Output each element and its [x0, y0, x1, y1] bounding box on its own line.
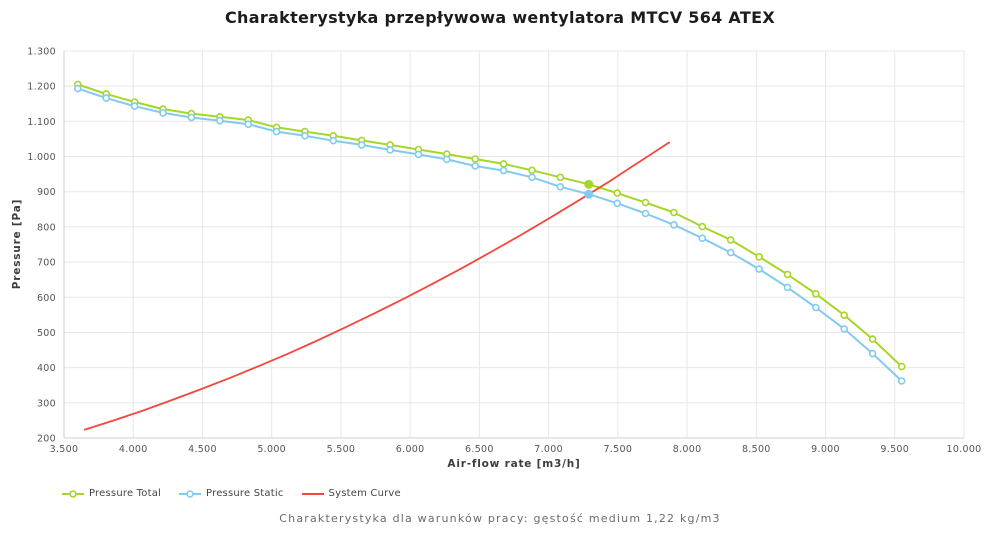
fan-curve-chart: 200 300 400 500 600 700 800 900 1.000 1.100 1.200 1… — [11, 47, 981, 471]
x-tick-label: 6.000 — [396, 444, 425, 455]
legend-circle — [69, 489, 77, 498]
series-marker-pressure-total[interactable] — [556, 173, 565, 182]
chart-title: Charakterystyka przepływowa wentylatora … — [225, 8, 775, 27]
y-tick-label: 1.000 — [27, 152, 56, 163]
series-marker-pressure-static[interactable] — [499, 166, 508, 175]
axis-layer: 200 300 400 500 600 700 800 900 1.000 1.100 1.200 1… — [27, 47, 981, 456]
legend-item-pressure-total[interactable]: Pressure Total — [62, 488, 161, 499]
series-marker-pressure-static[interactable] — [74, 84, 82, 93]
legend-item-label: Pressure Total — [89, 488, 162, 499]
series-marker-pressure-static[interactable] — [159, 109, 167, 117]
legend-marker-icon — [62, 489, 84, 498]
series-marker-pressure-total[interactable] — [528, 166, 536, 175]
y-axis-label: Pressure [Pa] — [11, 199, 23, 289]
x-tick-label: 9.500 — [880, 444, 909, 455]
series-line-system-curve — [83, 141, 670, 431]
series-marker-pressure-static[interactable] — [102, 94, 110, 102]
chart-legend: Pressure Total Pressure Static System Curv… — [62, 488, 401, 499]
x-tick-label: 9.000 — [811, 444, 840, 455]
series-marker-pressure-total[interactable] — [783, 270, 792, 279]
series-marker-pressure-static[interactable] — [329, 136, 338, 145]
series-marker-pressure-total[interactable] — [499, 160, 508, 168]
series-line-pressure-total — [76, 83, 903, 368]
series-marker-pressure-static[interactable] — [272, 127, 281, 136]
y-tick-label: 800 — [37, 222, 56, 233]
series-marker-pressure-total[interactable] — [613, 189, 622, 197]
legend-item-system-curve[interactable]: System Curve — [301, 488, 401, 499]
y-tick-label: 400 — [37, 363, 56, 374]
series-marker-pressure-static[interactable] — [301, 132, 309, 140]
series-marker-pressure-total[interactable] — [641, 198, 650, 207]
y-tick-label: 700 — [37, 258, 56, 269]
operating-conditions-note: Charakterystyka dla warunków pracy: gęst… — [279, 512, 721, 525]
series-marker-pressure-total[interactable] — [755, 252, 763, 261]
x-tick-label: 8.500 — [742, 444, 771, 455]
series-marker-pressure-static[interactable] — [556, 183, 565, 191]
series-marker-pressure-static[interactable] — [840, 325, 849, 333]
x-tick-label: 8.000 — [673, 444, 702, 455]
series-marker-pressure-static[interactable] — [783, 283, 792, 292]
series-marker-pressure-static[interactable] — [641, 209, 650, 218]
y-tick-label: 1.200 — [27, 82, 56, 93]
series-marker-pressure-static[interactable] — [755, 265, 763, 273]
series-marker-pressure-static[interactable] — [442, 155, 451, 164]
legend-marker-icon — [301, 492, 324, 495]
series-marker-pressure-static[interactable] — [528, 173, 536, 182]
operating-point-total[interactable] — [584, 179, 594, 189]
series-marker-pressure-static[interactable] — [670, 221, 678, 229]
series-marker-pressure-static[interactable] — [698, 234, 707, 242]
x-tick-label: 10.000 — [946, 444, 981, 455]
legend-item-label: System Curve — [328, 488, 401, 499]
x-tick-label: 7.000 — [534, 444, 563, 455]
series-marker-pressure-static[interactable] — [613, 199, 622, 208]
x-tick-label: 6.500 — [465, 444, 494, 455]
series-layer — [74, 80, 906, 431]
series-marker-pressure-total[interactable] — [811, 289, 820, 298]
series-line-pressure-static — [76, 87, 903, 382]
x-axis-label: Air-flow rate [m3/h] — [447, 458, 580, 470]
x-tick-label: 7.500 — [603, 444, 632, 455]
series-marker-pressure-static[interactable] — [811, 303, 820, 312]
series-marker-pressure-static[interactable] — [726, 248, 735, 257]
legend-marker-icon — [179, 489, 202, 498]
x-tick-label: 3.500 — [50, 444, 79, 455]
series-marker-pressure-static[interactable] — [187, 113, 196, 122]
x-tick-label: 5.000 — [257, 444, 286, 455]
series-marker-pressure-total[interactable] — [726, 236, 735, 244]
series-marker-pressure-total[interactable] — [670, 208, 678, 217]
x-tick-label: 4.000 — [119, 444, 148, 455]
series-marker-pressure-static[interactable] — [244, 120, 252, 128]
series-marker-pressure-total[interactable] — [897, 362, 906, 371]
y-tick-label: 500 — [37, 328, 56, 339]
y-tick-label: 300 — [37, 398, 56, 409]
operating-point-static[interactable] — [584, 189, 594, 199]
series-marker-pressure-static[interactable] — [357, 141, 366, 149]
series-marker-pressure-total[interactable] — [698, 222, 707, 231]
y-tick-label: 900 — [37, 187, 56, 198]
series-marker-pressure-static[interactable] — [130, 102, 139, 110]
x-tick-label: 4.500 — [188, 444, 217, 455]
y-tick-label: 1.100 — [27, 117, 56, 128]
series-marker-pressure-total[interactable] — [471, 155, 480, 163]
grid-layer — [63, 50, 965, 439]
series-marker-pressure-total[interactable] — [840, 311, 849, 320]
x-tick-label: 5.500 — [327, 444, 356, 455]
legend-circle — [186, 489, 194, 498]
series-marker-pressure-static[interactable] — [471, 162, 480, 170]
series-marker-pressure-static[interactable] — [386, 146, 394, 154]
series-marker-pressure-total[interactable] — [868, 335, 877, 343]
series-marker-pressure-static[interactable] — [897, 377, 906, 385]
legend-item-pressure-static[interactable]: Pressure Static — [179, 488, 283, 499]
y-tick-label: 600 — [37, 293, 56, 304]
series-marker-pressure-static[interactable] — [216, 116, 224, 125]
y-tick-label: 200 — [37, 434, 56, 445]
y-tick-label: 1.300 — [27, 47, 56, 58]
series-marker-pressure-static[interactable] — [414, 150, 423, 159]
series-marker-pressure-static[interactable] — [868, 349, 877, 358]
legend-item-label: Pressure Static — [206, 488, 284, 499]
